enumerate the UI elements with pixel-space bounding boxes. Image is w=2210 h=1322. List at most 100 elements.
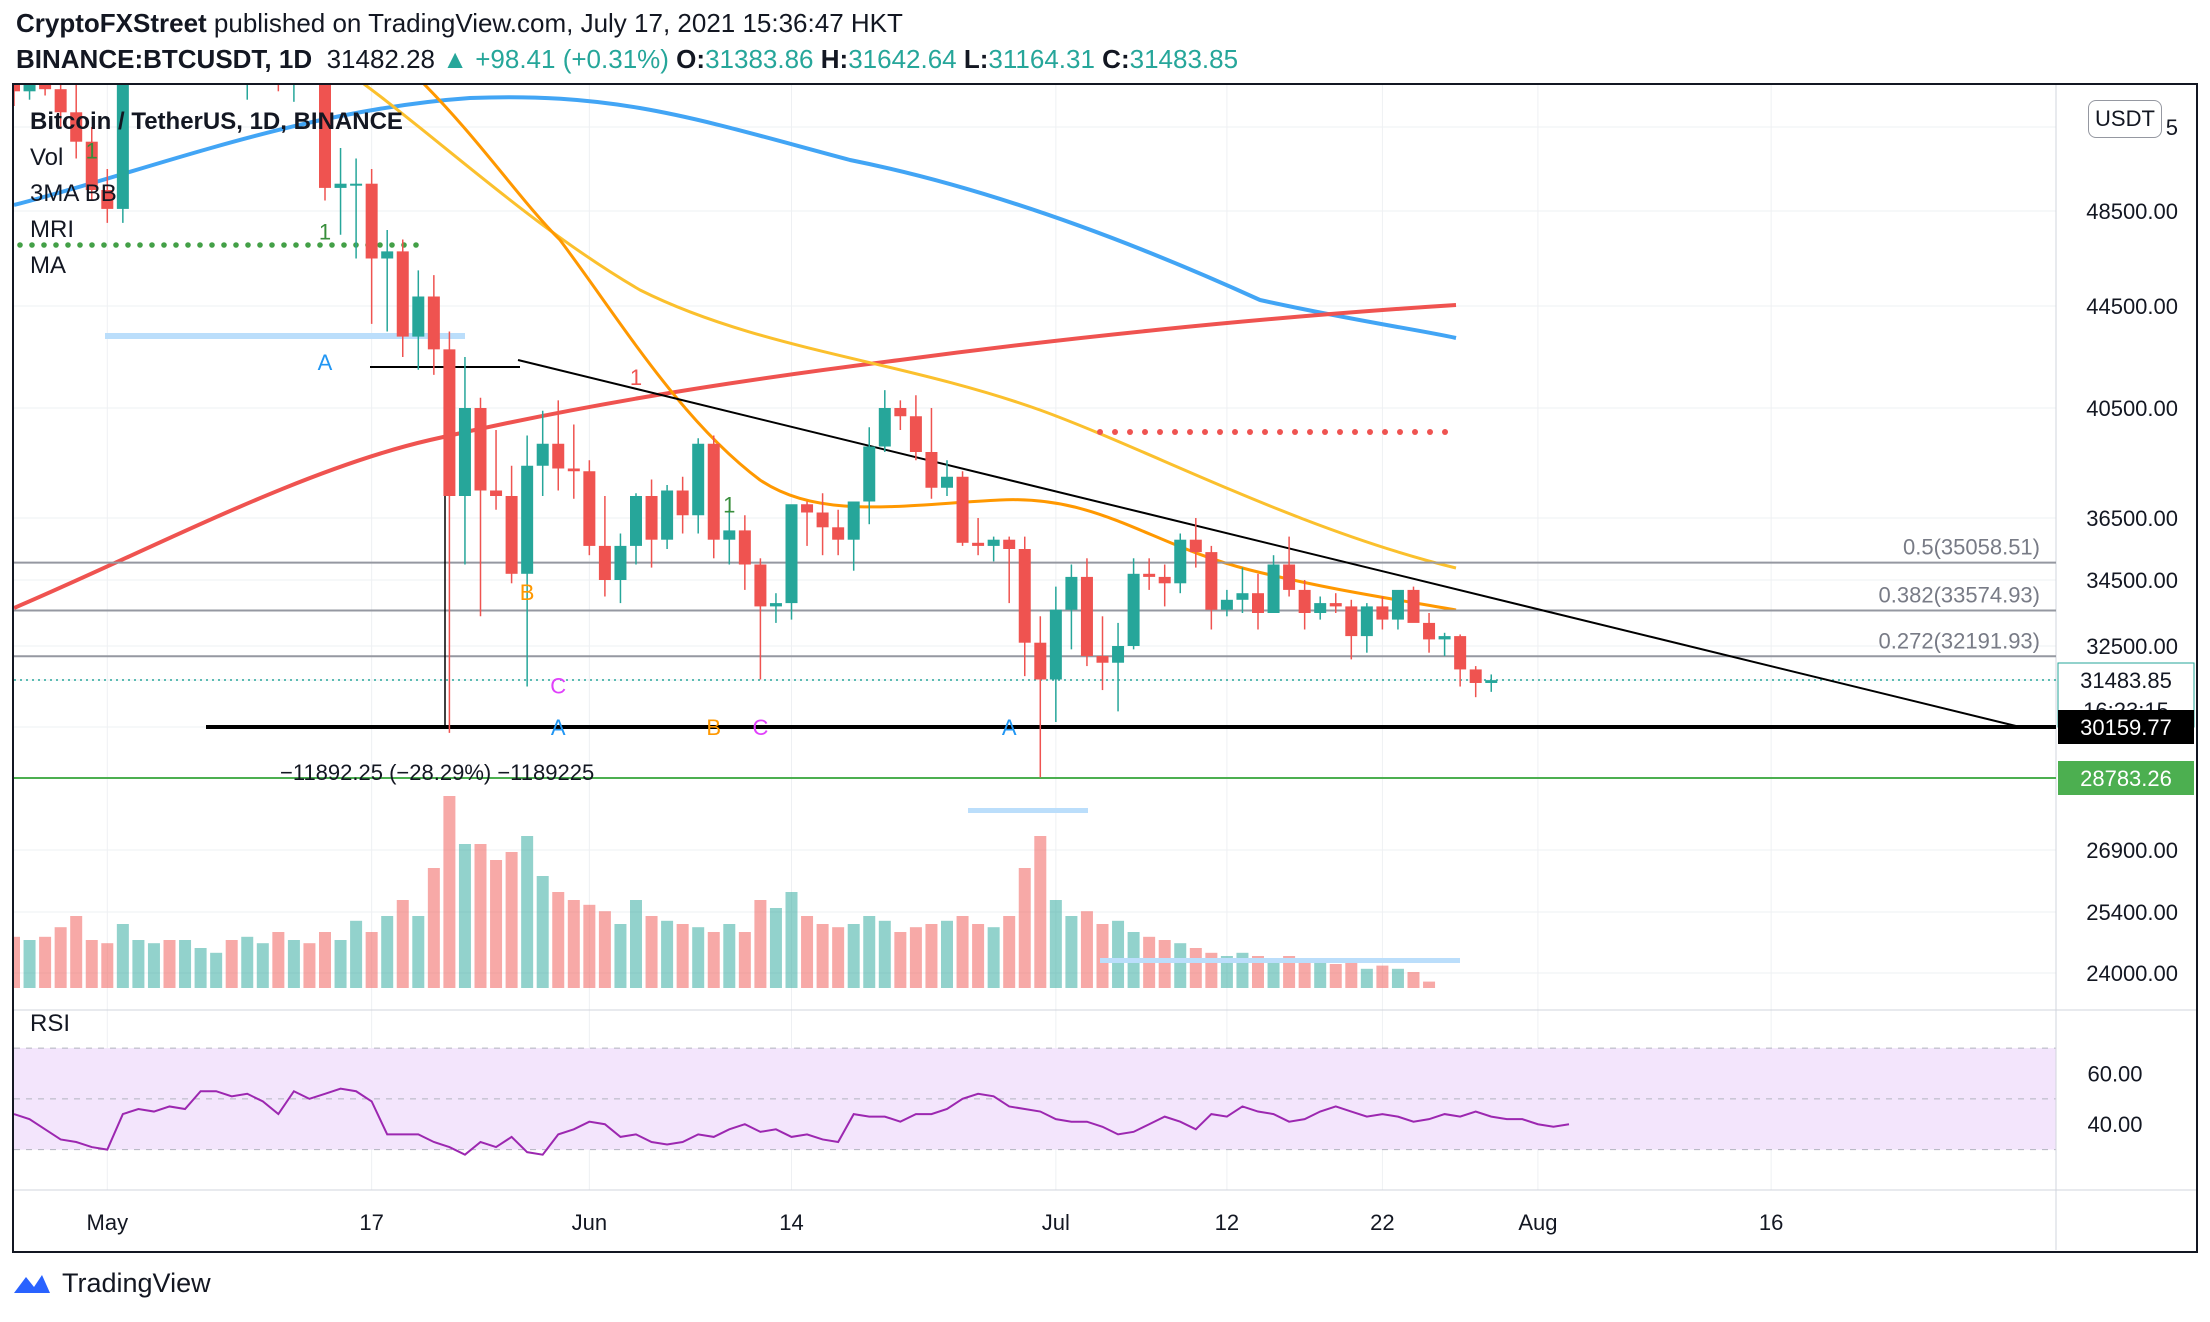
red-dotted-level bbox=[1292, 429, 1298, 435]
volume-bar bbox=[1065, 916, 1078, 988]
candle-body bbox=[692, 443, 705, 516]
volume-bar bbox=[894, 932, 907, 988]
candle-body bbox=[1407, 589, 1420, 623]
volume-bar bbox=[521, 836, 534, 988]
candle-body bbox=[1438, 636, 1451, 640]
red-dotted-level bbox=[1382, 429, 1388, 435]
candle-body bbox=[1391, 589, 1404, 620]
wave-label: 1 bbox=[630, 365, 642, 390]
publish-info: published on TradingView.com, July 17, 2… bbox=[206, 8, 903, 38]
wave-label: B bbox=[520, 580, 535, 605]
red-dotted-level bbox=[1112, 429, 1118, 435]
wave-label: 1 bbox=[86, 139, 98, 164]
volume-bar bbox=[210, 952, 223, 988]
candle-body bbox=[319, 85, 331, 188]
legend-item-vol[interactable]: Vol bbox=[30, 144, 64, 171]
candle-body bbox=[303, 49, 315, 57]
candle-body bbox=[1127, 573, 1140, 646]
volume-bar bbox=[956, 916, 969, 988]
candle-body bbox=[412, 296, 425, 337]
volume-bar bbox=[1080, 911, 1093, 988]
candle-body bbox=[738, 530, 751, 565]
candle-body bbox=[365, 183, 378, 259]
candle-body bbox=[1205, 552, 1218, 610]
candle-body bbox=[257, 26, 269, 37]
red-dotted-level bbox=[1412, 429, 1418, 435]
volume-bar bbox=[303, 943, 316, 988]
green-dotted-level bbox=[113, 242, 119, 248]
green-dotted-level bbox=[317, 242, 323, 248]
low-value: 31164.31 bbox=[988, 44, 1095, 74]
chart-legend: Bitcoin / TetherUS, 1D, BINANCE Vol 3MA … bbox=[30, 104, 403, 284]
candle-body bbox=[1096, 656, 1109, 663]
volume-bar bbox=[598, 911, 611, 988]
candle-body bbox=[801, 504, 814, 513]
volume-bar bbox=[256, 943, 269, 988]
green-dotted-level bbox=[269, 242, 275, 248]
candle-body bbox=[583, 471, 596, 546]
volume-bar bbox=[23, 940, 36, 988]
candle-body bbox=[1143, 573, 1156, 577]
footer-logo[interactable]: TradingView bbox=[12, 1268, 211, 1299]
high-label: H: bbox=[820, 44, 849, 74]
volume-bar bbox=[334, 940, 347, 988]
candle-body bbox=[396, 251, 409, 337]
candle-body bbox=[1065, 576, 1078, 610]
red-dotted-level bbox=[1367, 429, 1373, 435]
candle-body bbox=[23, 85, 36, 92]
rsi-pane-label[interactable]: RSI bbox=[30, 1010, 71, 1037]
volume-bar bbox=[1391, 968, 1404, 988]
volume-bar bbox=[925, 924, 938, 988]
blue-zone bbox=[968, 808, 1088, 813]
currency-button[interactable]: USDT bbox=[2088, 100, 2162, 138]
price-tick-label: 34500.00 bbox=[2086, 568, 2178, 593]
open-value: 31383.86 bbox=[705, 44, 814, 74]
green-dotted-level bbox=[173, 242, 179, 248]
legend-item-mri[interactable]: MRI bbox=[30, 216, 74, 243]
green-dotted-level bbox=[341, 242, 347, 248]
price-change: +98.41 (+0.31%) bbox=[475, 44, 669, 74]
candle-body bbox=[816, 512, 829, 528]
volume-bar bbox=[490, 860, 503, 988]
ma-blue-line bbox=[14, 95, 1457, 340]
green-dotted-level bbox=[329, 242, 335, 248]
green-dotted-level bbox=[305, 242, 311, 248]
rsi-tick-label: 60.00 bbox=[2087, 1061, 2142, 1086]
red-dotted-level bbox=[1127, 429, 1133, 435]
last-price: 31482.28 bbox=[326, 44, 436, 74]
blue-zone bbox=[1100, 958, 1460, 963]
candle-body bbox=[847, 501, 860, 540]
author-name[interactable]: CryptoFXStreet bbox=[16, 8, 207, 38]
red-dotted-level bbox=[1202, 429, 1208, 435]
candle-body bbox=[661, 490, 674, 540]
candle-body bbox=[288, 49, 300, 76]
candle-body bbox=[101, 190, 114, 209]
candle-body bbox=[894, 408, 907, 417]
green-dotted-level bbox=[101, 242, 107, 248]
volume-bar bbox=[427, 868, 440, 988]
candle-body bbox=[1112, 646, 1125, 663]
price-tick-label: 32500.00 bbox=[2086, 634, 2178, 659]
volume-bar bbox=[14, 936, 20, 988]
legend-title[interactable]: Bitcoin / TetherUS, 1D, BINANCE bbox=[30, 108, 403, 135]
price-axis-badge bbox=[2058, 761, 2194, 795]
green-dotted-level bbox=[413, 242, 419, 248]
candle-body bbox=[536, 443, 549, 466]
candle-body bbox=[179, 41, 191, 54]
candle-body bbox=[769, 603, 782, 607]
candle-body bbox=[1003, 539, 1016, 549]
legend-item-ma[interactable]: MA bbox=[30, 252, 66, 279]
legend-item-3ma-bb[interactable]: 3MA BB bbox=[30, 180, 117, 207]
candle-body bbox=[598, 545, 611, 580]
red-dotted-level bbox=[1157, 429, 1163, 435]
volume-bar bbox=[1329, 964, 1342, 988]
volume-bar bbox=[801, 916, 814, 988]
wave-label: C bbox=[550, 674, 566, 699]
candle-body bbox=[1252, 593, 1264, 613]
candle-body bbox=[241, 37, 253, 45]
wave-label: C bbox=[752, 715, 768, 740]
green-dotted-level bbox=[293, 242, 299, 248]
candle-body bbox=[210, 0, 222, 16]
candle-body bbox=[116, 85, 129, 209]
